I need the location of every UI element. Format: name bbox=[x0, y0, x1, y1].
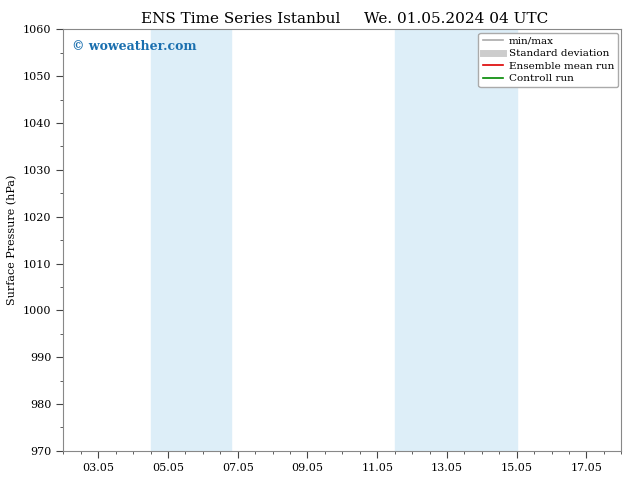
Y-axis label: Surface Pressure (hPa): Surface Pressure (hPa) bbox=[7, 175, 18, 305]
Legend: min/max, Standard deviation, Ensemble mean run, Controll run: min/max, Standard deviation, Ensemble me… bbox=[479, 32, 618, 87]
Text: We. 01.05.2024 04 UTC: We. 01.05.2024 04 UTC bbox=[365, 12, 548, 26]
Bar bbox=[394, 29, 517, 451]
Bar bbox=[150, 29, 231, 451]
Text: ENS Time Series Istanbul: ENS Time Series Istanbul bbox=[141, 12, 340, 26]
Text: © woweather.com: © woweather.com bbox=[72, 40, 197, 53]
